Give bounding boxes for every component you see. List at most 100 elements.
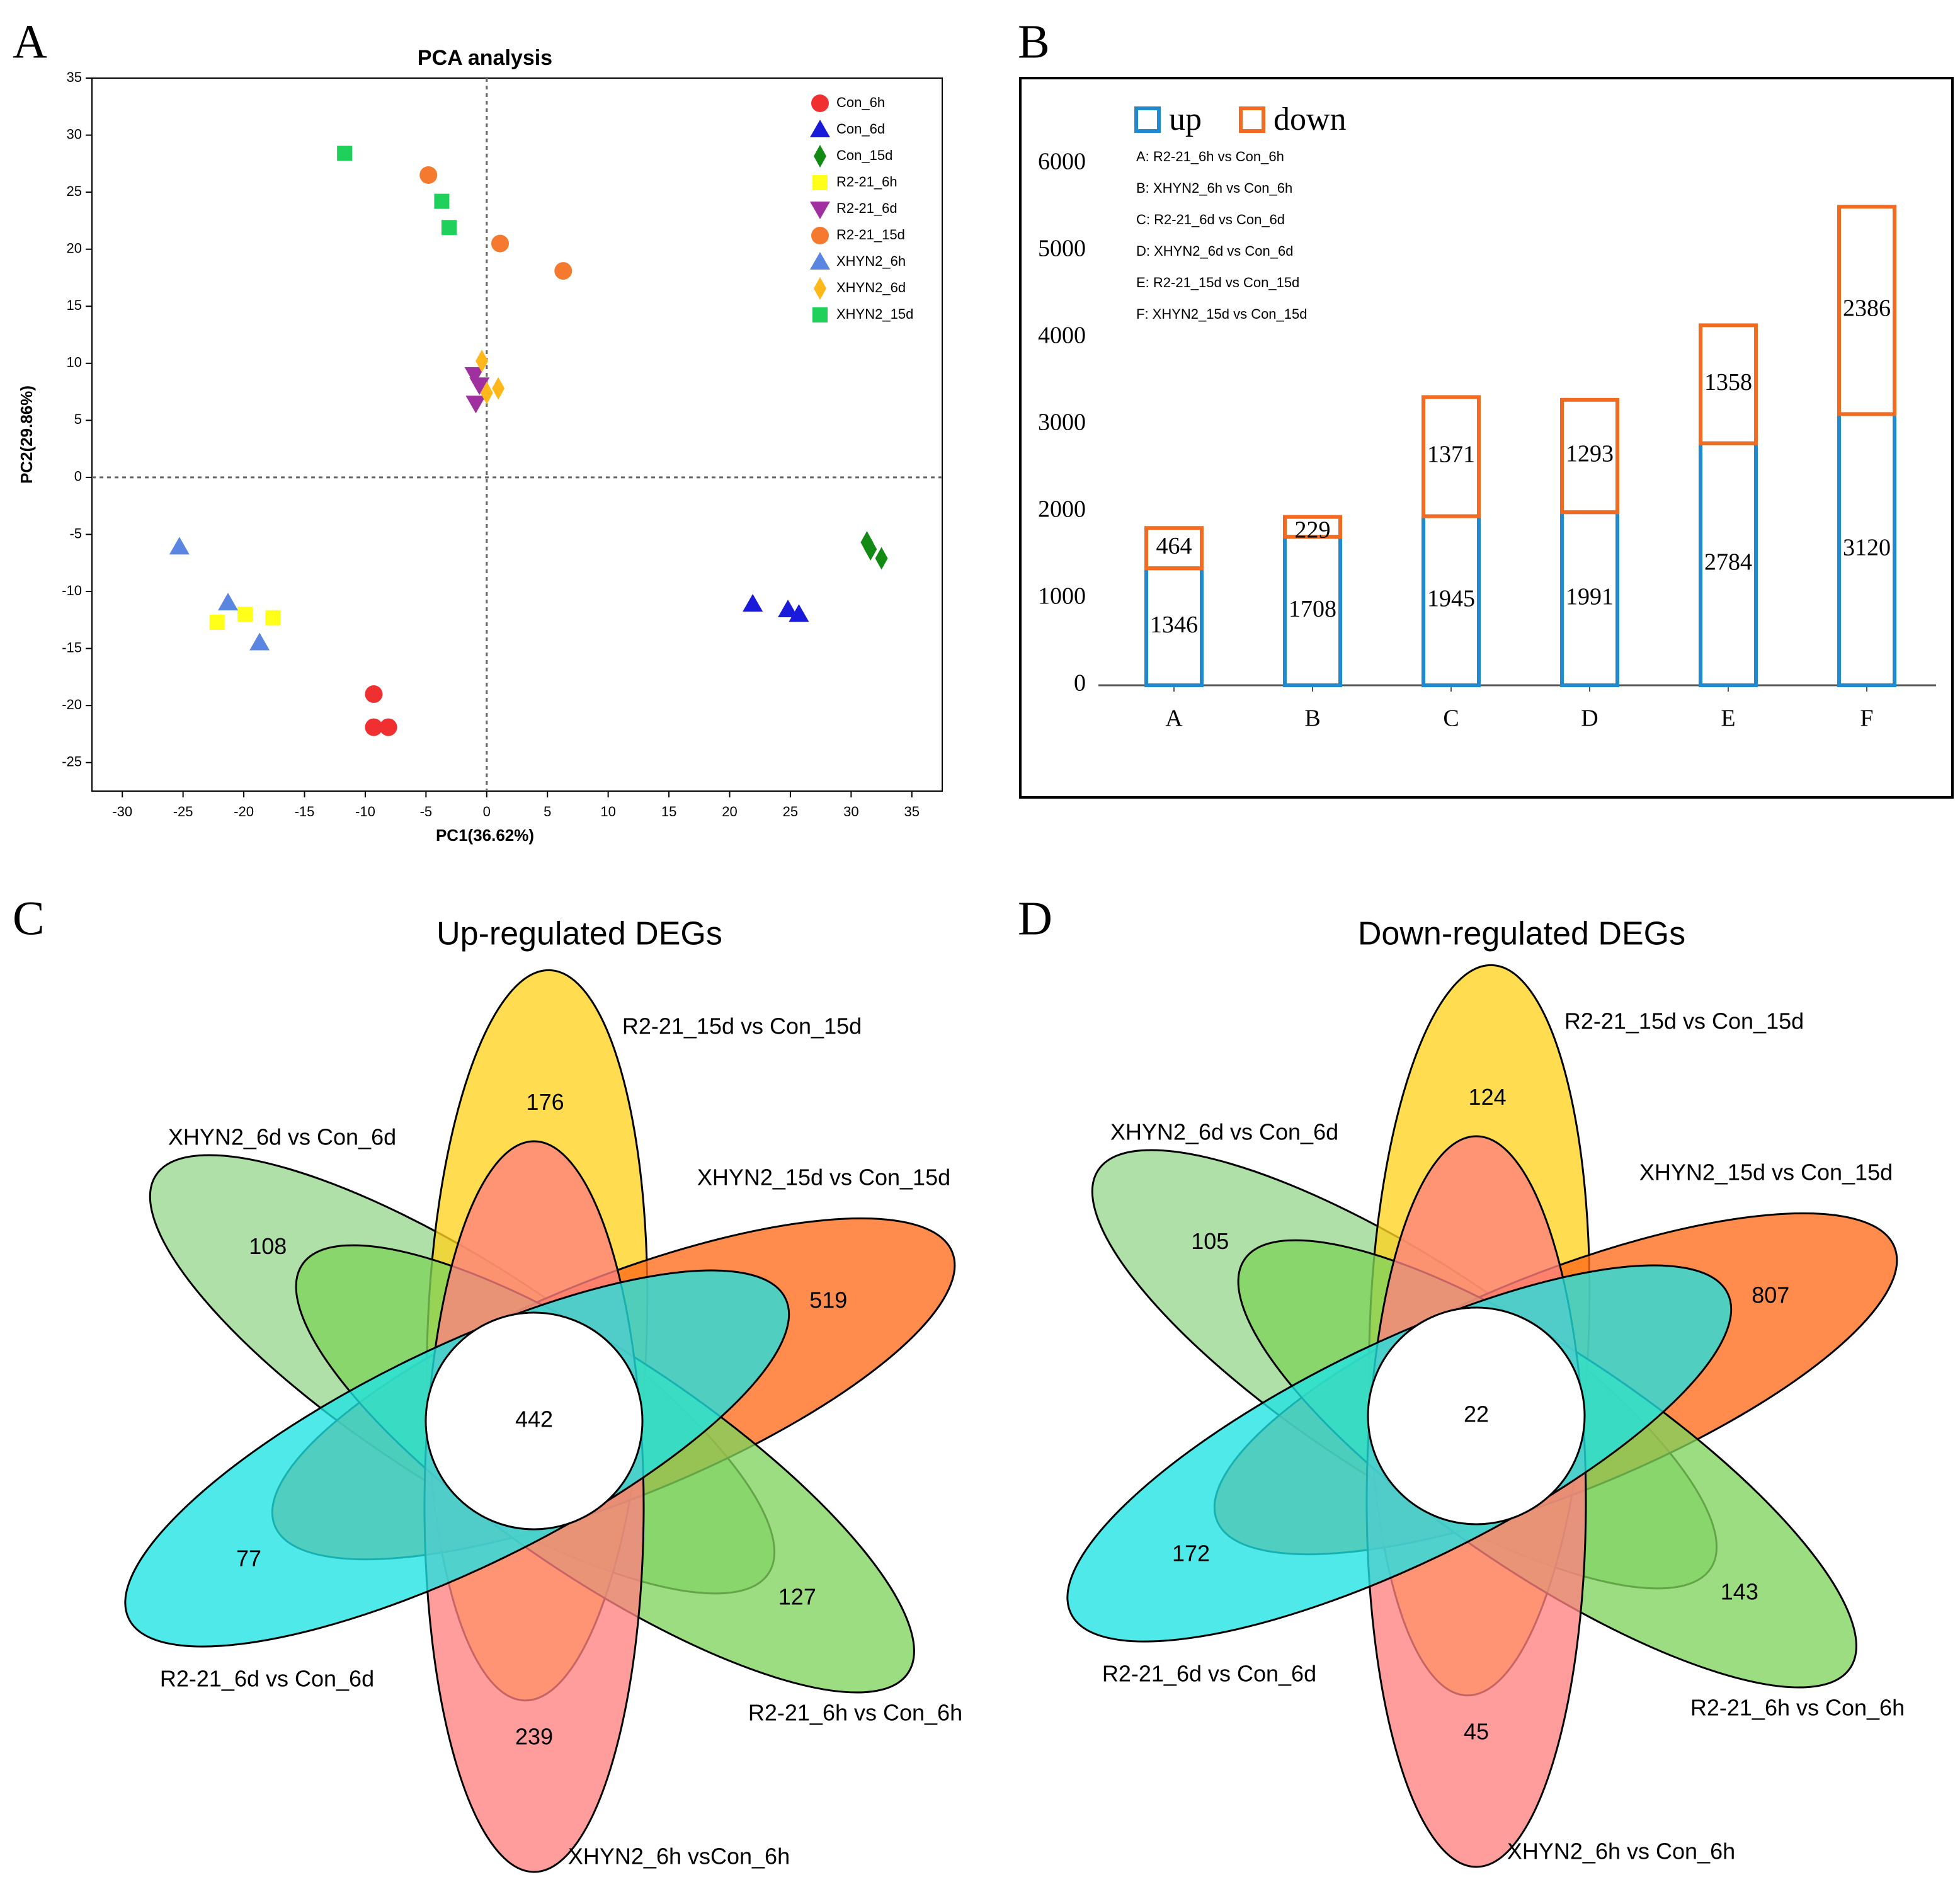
x-tick-label: -25	[173, 804, 193, 819]
set-label: R2-21_6h vs Con_6h	[1690, 1695, 1905, 1721]
legend-marker	[812, 307, 828, 322]
point	[209, 614, 225, 630]
value-label: 3120	[1843, 534, 1891, 561]
x-tick-label: 5	[544, 804, 551, 819]
x-tick-label: 0	[483, 804, 491, 819]
set-count: 176	[527, 1089, 564, 1115]
y-tick-label: 1000	[1038, 583, 1086, 610]
legend-label: XHYN2_15d	[836, 306, 913, 322]
point	[554, 262, 573, 280]
x-tick-label: B	[1304, 705, 1320, 732]
point	[492, 377, 505, 400]
y-tick-label: -5	[69, 525, 82, 541]
x-tick-label: 30	[843, 804, 858, 819]
legend-label: XHYN2_6d	[836, 280, 906, 295]
set-label: R2-21_6h vs Con_6h	[748, 1700, 962, 1726]
value-label: 229	[1295, 516, 1331, 543]
point	[419, 166, 438, 184]
panel-frame	[1019, 77, 1954, 799]
legend-marker	[810, 252, 830, 270]
value-label: 1358	[1704, 369, 1752, 396]
value-label: 464	[1156, 533, 1192, 559]
x-tick-label: 35	[904, 804, 920, 819]
point	[169, 537, 190, 555]
point	[469, 377, 490, 396]
value-label: 2386	[1843, 295, 1891, 322]
value-label: 1708	[1289, 596, 1336, 622]
x-tick-label: -10	[355, 804, 375, 819]
y-tick-label: 25	[67, 183, 82, 199]
panel-letter: A	[13, 15, 47, 68]
bar-segment	[1560, 397, 1619, 515]
set-label: XHYN2_6h vs Con_6h	[1507, 1839, 1735, 1864]
point	[789, 604, 809, 622]
x-tick-label: -15	[295, 804, 315, 819]
x-tick-label: -30	[112, 804, 132, 819]
legend-marker	[814, 277, 826, 300]
set-label: R2-21_15d vs Con_15d	[622, 1013, 862, 1039]
set-label: XHYN2_6h vsCon_6h	[568, 1844, 790, 1869]
chart-title: PCA analysis	[418, 46, 552, 70]
y-tick-label: -25	[62, 754, 82, 770]
panel-letter: B	[1018, 15, 1050, 68]
venn-core	[1367, 1306, 1586, 1526]
set-count: 77	[236, 1545, 261, 1571]
y-tick-label: 30	[67, 126, 82, 142]
y-axis-label: PC2(29.86%)	[17, 385, 36, 484]
intersection-count: 442	[515, 1406, 553, 1432]
annotation: C: R2-21_6d vs Con_6d	[1136, 212, 1285, 227]
set-label: XHYN2_6d vs Con_6d	[1110, 1119, 1338, 1145]
value-label: 1371	[1427, 442, 1475, 468]
value-label: 2784	[1704, 549, 1752, 576]
y-tick-label: 5000	[1038, 236, 1086, 262]
set-label: R2-21_6d vs Con_6d	[160, 1666, 374, 1692]
point	[864, 538, 877, 561]
x-tick-label: A	[1165, 705, 1183, 732]
point	[480, 381, 493, 404]
y-tick-label: 6000	[1038, 149, 1086, 175]
legend-label: R2-21_6d	[836, 200, 897, 216]
set-count: 45	[1464, 1719, 1489, 1745]
x-tick-label: 20	[722, 804, 737, 819]
y-tick-label: 3000	[1038, 409, 1086, 436]
y-tick-label: 20	[67, 240, 82, 256]
legend-marker	[810, 202, 830, 219]
set-count: 105	[1191, 1228, 1229, 1254]
legend-swatch	[1239, 106, 1265, 133]
legend-label: R2-21_15d	[836, 227, 905, 242]
y-tick-label: -15	[62, 639, 82, 655]
x-tick-label: F	[1860, 705, 1873, 732]
x-tick-label: C	[1443, 705, 1459, 732]
y-tick-label: 10	[67, 355, 82, 370]
intersection-count: 22	[1464, 1401, 1489, 1427]
point	[476, 350, 489, 373]
x-tick-label: E	[1721, 705, 1735, 732]
set-label: R2-21_15d vs Con_15d	[1564, 1008, 1804, 1034]
legend-marker	[814, 145, 826, 168]
set-count: 124	[1469, 1084, 1507, 1110]
y-tick-label: 0	[74, 469, 82, 484]
point	[249, 632, 270, 651]
legend-marker	[811, 227, 829, 244]
point	[434, 193, 450, 209]
legend-label: R2-21_6h	[836, 174, 897, 190]
y-tick-label: 0	[1074, 670, 1086, 697]
plot-frame	[91, 77, 943, 792]
value-label: 1293	[1566, 441, 1614, 467]
annotation: F: XHYN2_15d vs Con_15d	[1136, 306, 1308, 322]
point	[465, 396, 486, 414]
x-tick-label: -5	[420, 804, 433, 819]
point	[491, 234, 509, 253]
bar-segment	[1422, 395, 1481, 518]
legend-label: up	[1169, 101, 1202, 137]
point	[778, 600, 799, 618]
bar-segment	[1837, 205, 1896, 416]
point	[365, 685, 383, 704]
value-label: 1991	[1566, 583, 1614, 610]
set-label: XHYN2_15d vs Con_15d	[697, 1165, 950, 1190]
bar-segment	[1699, 323, 1758, 445]
set-count: 239	[515, 1724, 553, 1750]
value-label: 1346	[1150, 612, 1198, 638]
legend-label: Con_15d	[836, 147, 892, 163]
